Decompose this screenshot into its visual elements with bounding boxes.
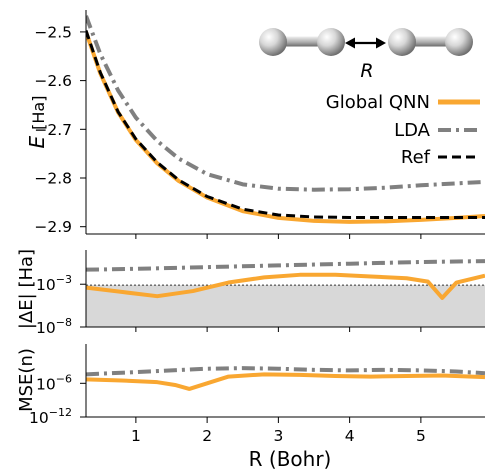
error-y-tick-label: 10−3 xyxy=(36,273,72,294)
energy-series-ref xyxy=(86,29,485,219)
energy-error-series-lda xyxy=(86,259,485,272)
energy-y-tick-label: −2.9 xyxy=(34,218,72,236)
atom-icon xyxy=(445,28,473,56)
x-tick-label: 2 xyxy=(202,427,212,445)
x-tick-label: 1 xyxy=(131,427,141,445)
left-bond-icon xyxy=(273,36,331,47)
x-tick-label: 3 xyxy=(273,427,283,445)
x-axis-label: R (Bohr) xyxy=(249,447,332,470)
error-y-tick-label: 10−8 xyxy=(36,316,72,337)
double-arrow-icon xyxy=(345,37,386,49)
chemical-accuracy-region xyxy=(86,284,485,327)
energy-y-tick-label: −2.6 xyxy=(34,72,72,90)
energy-error-y-axis-label: |ΔE| [Ha] xyxy=(16,249,37,329)
right-bond-icon xyxy=(402,36,459,47)
energy-y-axis-label: E[Ha] xyxy=(25,96,49,149)
x-tick-label: 4 xyxy=(345,427,355,445)
chemical-accuracy-fill xyxy=(86,285,485,327)
energy-y-tick-label: −2.7 xyxy=(34,121,72,139)
density-y-tick-label: 10−6 xyxy=(36,372,72,393)
energy-panel: −2.5 −2.6 −2.7 −2.8 −2.9 E[Ha] R Global QNN … xyxy=(25,10,485,239)
legend: Global QNN LDA Ref xyxy=(326,92,480,168)
energy-error-series-global-qnn xyxy=(86,272,485,300)
density-y-tick-label: 10−12 xyxy=(29,406,72,427)
atom-icon xyxy=(317,28,345,56)
atom-icon xyxy=(388,28,416,56)
h2-molecule-inset: R xyxy=(259,28,473,82)
distance-r-label: R xyxy=(360,60,373,82)
legend-label-ref: Ref xyxy=(401,147,431,168)
density-error-y-axis-label: MSE(n) xyxy=(16,348,37,412)
energy-series-lda xyxy=(86,15,485,192)
x-tick-label: 5 xyxy=(416,427,426,445)
energy-y-tick-label: −2.8 xyxy=(34,170,72,188)
legend-label-lda: LDA xyxy=(394,120,431,141)
energy-y-tick-label: −2.5 xyxy=(34,23,72,41)
atom-icon xyxy=(259,28,287,56)
density-error-series-lda xyxy=(86,366,485,377)
density-error-series-global-qnn xyxy=(86,372,485,391)
legend-label-global-qnn: Global QNN xyxy=(326,92,430,113)
energy-error-panel: 10−3 10−8 |ΔE| [Ha] xyxy=(16,249,485,337)
density-error-panel: 10−6 10−12 MSE(n) 1 2 3 4 5 R (Bohr) xyxy=(16,344,485,470)
